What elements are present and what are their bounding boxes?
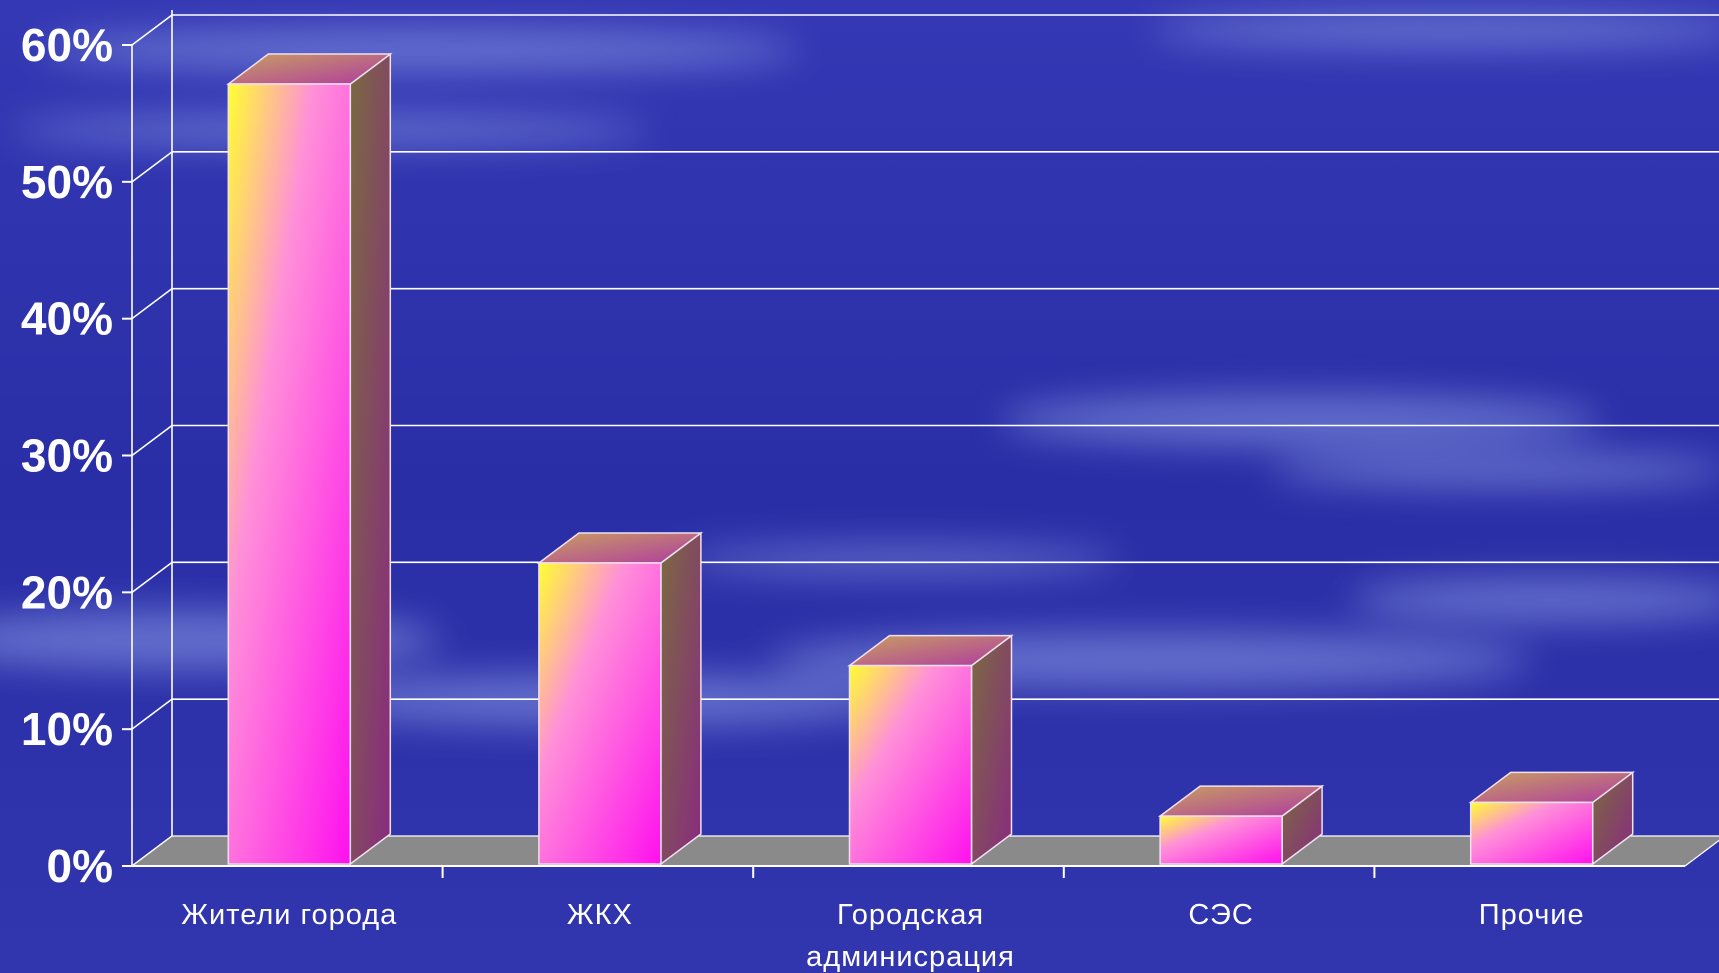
bar <box>1468 770 1635 866</box>
y-tick-label: 60% <box>21 19 113 71</box>
x-category-label: Городская админисрация <box>806 899 1015 973</box>
gridlines <box>122 10 1719 867</box>
gridline-diagonal <box>131 698 173 730</box>
y-tick-label: 50% <box>21 156 113 208</box>
bar-front <box>848 664 973 865</box>
y-tick-label: 0% <box>47 840 113 892</box>
y-axis-ticks: 0% 10% 20% 30% 40% 50% 60% <box>21 19 113 892</box>
bar-side <box>349 52 392 866</box>
bars <box>226 52 1635 866</box>
bar <box>1157 784 1325 866</box>
y-tick-label: 40% <box>21 293 113 345</box>
bar-front <box>1469 801 1594 865</box>
gridline-diagonal <box>131 151 173 183</box>
bar-front <box>227 83 352 865</box>
gridline-diagonal <box>131 424 173 457</box>
bar <box>847 634 1014 866</box>
bar-side <box>970 634 1013 866</box>
bar <box>226 52 393 866</box>
x-category-label: Жители города <box>181 899 397 931</box>
bar-front <box>538 562 662 865</box>
bar-side <box>660 531 702 866</box>
gridline-diagonal <box>131 288 173 320</box>
x-category-label: ЖКХ <box>567 899 633 931</box>
y-tick-label: 20% <box>21 566 113 618</box>
y-tick-label: 30% <box>21 430 113 482</box>
x-axis-labels: Жители города ЖКХ Городская админисрация СЭС… <box>181 899 1585 973</box>
y-tick-label: 10% <box>21 703 113 755</box>
x-category-label: СЭС <box>1188 899 1253 931</box>
gridline-diagonal <box>131 561 173 593</box>
bar <box>536 531 704 866</box>
gridline-diagonal <box>131 14 173 46</box>
x-category-label: Прочие <box>1479 899 1585 931</box>
bar-front <box>1159 815 1283 865</box>
